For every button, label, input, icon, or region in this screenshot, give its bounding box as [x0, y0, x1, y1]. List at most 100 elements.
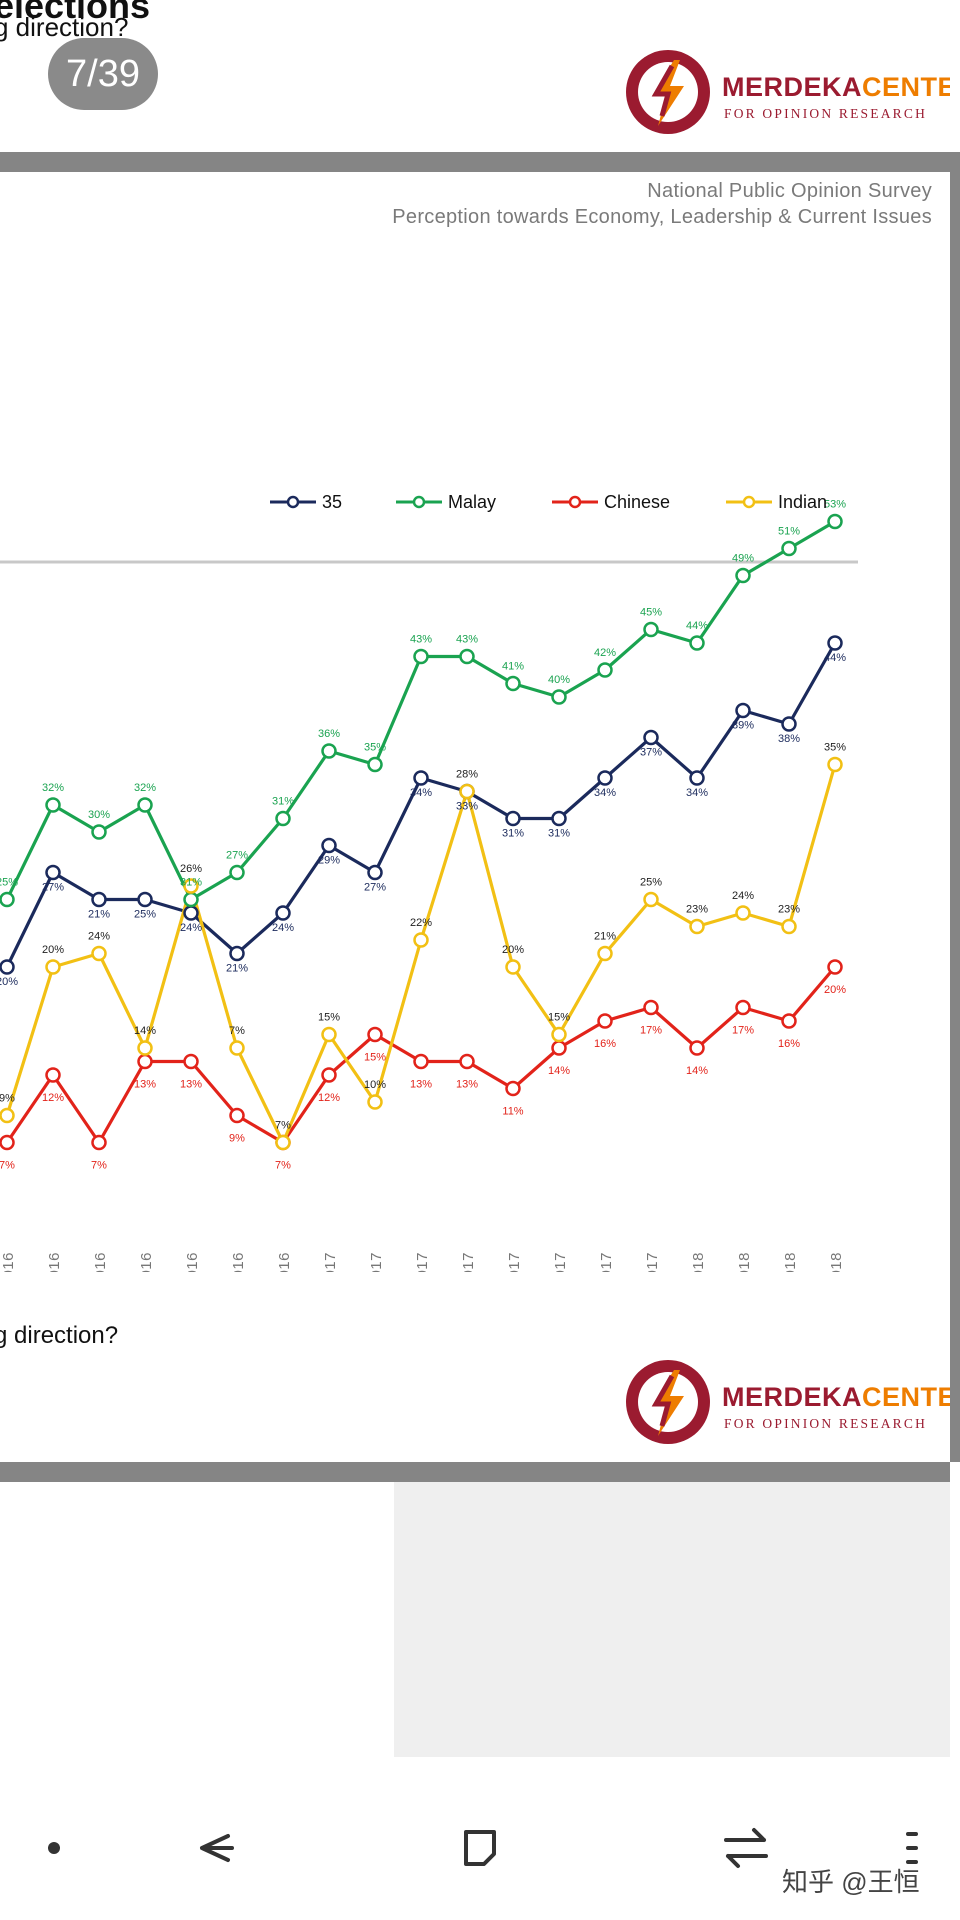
data-label: 24%	[732, 890, 754, 902]
blank-panel	[394, 1482, 950, 1757]
data-label: 32%	[134, 782, 156, 794]
data-label: 20%	[0, 976, 18, 988]
data-point	[643, 891, 659, 908]
x-tick-label: 05-2016	[46, 1252, 63, 1272]
data-point	[551, 1026, 567, 1043]
data-label: 11%	[502, 1106, 523, 1118]
data-point	[597, 945, 613, 962]
legend-marker-indian	[726, 495, 772, 509]
data-label: 41%	[502, 661, 524, 673]
data-point	[643, 729, 659, 746]
data-label: 9%	[229, 1133, 245, 1145]
data-point	[597, 662, 613, 678]
data-point	[827, 756, 843, 773]
data-label: 44%	[824, 652, 846, 664]
data-point	[137, 1040, 153, 1056]
data-point	[91, 1134, 107, 1151]
data-label: 24%	[88, 931, 110, 943]
data-label: 27%	[42, 882, 64, 894]
legend-marker-chinese	[552, 495, 598, 509]
current-slide: National Public Opinion Survey Perceptio…	[0, 172, 950, 1462]
data-point	[0, 891, 15, 908]
line-chart: 20% 27% 21% 25% 24% 21% 24% 29% 27% 34% 33% 31% 31% 3…	[0, 499, 858, 1272]
x-tick-label: 11-2016	[230, 1252, 247, 1272]
data-point	[597, 770, 613, 786]
data-label: 20%	[502, 944, 524, 956]
recents-icon[interactable]	[450, 1818, 510, 1878]
legend-label-malay: Malay	[448, 492, 497, 512]
survey-subtitle: Perception towards Economy, Leadership &…	[392, 206, 932, 228]
data-label: 23%	[686, 904, 708, 916]
brand-name-part2: CENTER	[862, 1382, 950, 1412]
data-label: 13%	[134, 1079, 156, 1091]
data-label: 27%	[226, 850, 248, 862]
data-point	[137, 797, 153, 813]
data-point	[413, 932, 429, 948]
data-point	[183, 891, 199, 908]
x-tick-label: 10-2017	[552, 1252, 569, 1272]
data-point	[551, 1040, 567, 1056]
data-label: 15%	[548, 1012, 570, 1024]
data-label: 39%	[732, 720, 754, 732]
data-point	[183, 905, 199, 921]
data-label: 7%	[0, 1160, 15, 1172]
data-label: 29%	[318, 855, 340, 867]
x-tick-label: 08-2017	[506, 1252, 523, 1272]
x-tick-label: 02-2018	[736, 1252, 753, 1272]
data-label: 14%	[548, 1065, 570, 1077]
data-point	[229, 1107, 245, 1124]
data-point	[505, 810, 521, 827]
data-label: 14%	[134, 1025, 156, 1037]
data-label: 20%	[42, 944, 64, 956]
data-point	[551, 810, 567, 827]
switch-icon[interactable]	[716, 1818, 776, 1878]
x-tick-label: 05-2018	[828, 1252, 845, 1272]
data-point	[229, 864, 245, 881]
data-point	[45, 864, 61, 881]
data-point	[91, 891, 107, 908]
back-icon[interactable]	[184, 1818, 244, 1878]
legend-label-indian: Indian	[778, 492, 828, 512]
lightning-logo-icon	[626, 50, 710, 134]
data-point	[643, 999, 659, 1016]
data-point	[137, 1053, 153, 1070]
data-label: 25%	[640, 877, 662, 889]
data-label: 17%	[640, 1025, 662, 1037]
data-label: 34%	[686, 787, 708, 799]
data-point	[781, 918, 797, 935]
x-tick-label: 12-2016	[276, 1252, 293, 1272]
x-tick-label: 08-2016	[138, 1252, 155, 1272]
data-point	[689, 918, 705, 935]
slide-title-fragment: elections	[0, 0, 151, 26]
dot-icon[interactable]	[24, 1818, 84, 1878]
data-label: 45%	[640, 607, 662, 619]
data-label: 7%	[275, 1160, 291, 1172]
data-label: 16%	[778, 1038, 800, 1050]
data-point	[781, 1013, 797, 1029]
data-label: 13%	[456, 1079, 478, 1091]
data-point	[45, 797, 61, 813]
menu-icon[interactable]	[880, 1818, 940, 1878]
page-indicator: 7/39	[48, 38, 158, 110]
data-label: 25%	[134, 909, 156, 921]
data-point	[0, 1107, 15, 1124]
data-label: 14%	[686, 1065, 708, 1077]
data-point	[735, 567, 751, 584]
data-point	[827, 635, 843, 651]
data-point	[45, 1067, 61, 1083]
data-point	[229, 1040, 245, 1056]
data-point	[827, 513, 843, 530]
data-point	[229, 945, 245, 962]
data-label: 7%	[229, 1025, 245, 1037]
data-point	[367, 864, 383, 881]
lightning-logo-icon	[626, 1360, 710, 1444]
legend-label-chinese: Chinese	[604, 492, 671, 512]
data-label: 26%	[180, 863, 202, 875]
data-label: 12%	[42, 1092, 64, 1104]
x-tick-label: 01-2018	[690, 1252, 707, 1272]
system-nav-bar: 知乎 @王恒	[0, 1790, 960, 1920]
data-label: 38%	[778, 733, 800, 745]
slide-divider	[0, 152, 950, 172]
question-fragment: g direction?	[0, 1322, 119, 1349]
data-label: 44%	[686, 620, 708, 632]
